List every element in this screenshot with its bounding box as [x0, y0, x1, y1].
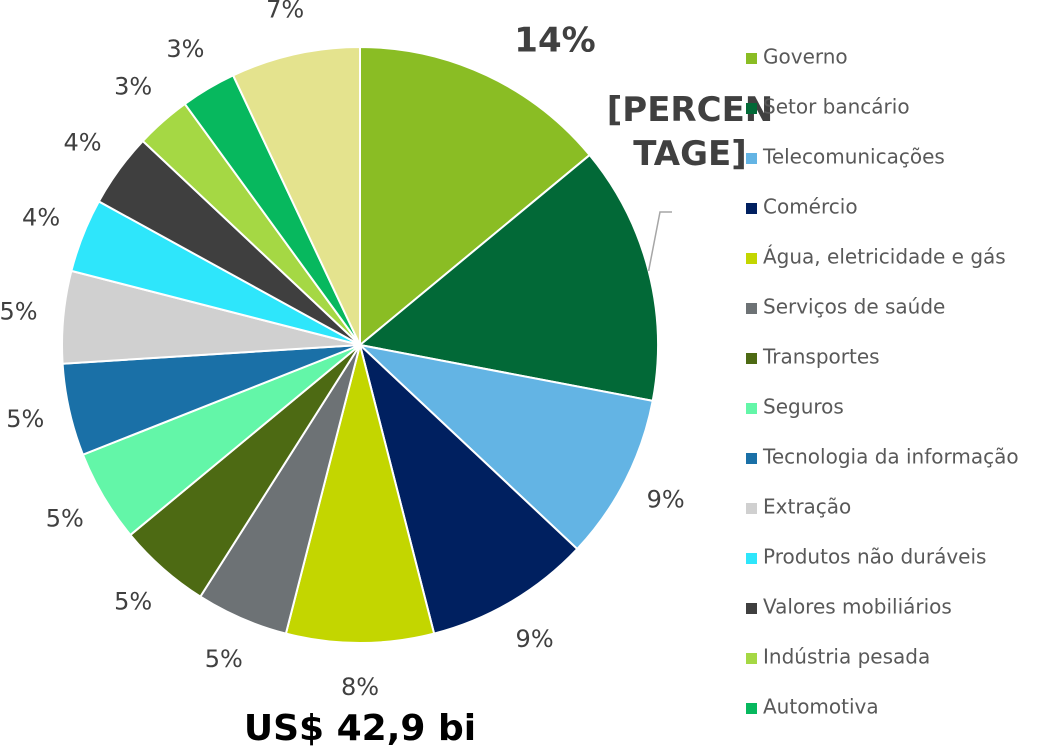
data-label: 5%	[46, 505, 84, 533]
legend-swatch	[746, 153, 757, 164]
legend-label: Comércio	[763, 195, 858, 219]
data-label: 9%	[647, 486, 685, 514]
legend-label: Seguros	[763, 395, 844, 419]
pie-slice	[356, 343, 654, 551]
pie-slice	[231, 45, 361, 346]
legend-label: Valores mobiliários	[763, 595, 952, 619]
legend-swatch	[746, 353, 757, 364]
legend-swatch	[746, 603, 757, 614]
data-label: 5%	[205, 645, 243, 673]
legend-label: Telecomunicações	[762, 145, 945, 169]
legend-label: Automotiva	[763, 695, 879, 719]
legend-label: Produtos não duráveis	[763, 545, 986, 569]
data-label: 3%	[114, 73, 152, 101]
data-label: 9%	[516, 625, 554, 653]
data-label: 8%	[341, 673, 379, 701]
legend-label: Governo	[763, 45, 848, 69]
data-label-box: [PERCENTAGE]	[606, 90, 774, 174]
data-label: 5%	[114, 587, 152, 615]
legend-swatch	[746, 253, 757, 264]
pie-slice	[358, 341, 579, 635]
chart-title: US$ 42,9 bi	[244, 708, 476, 749]
legend-swatch	[746, 703, 757, 714]
legend-swatch	[746, 403, 757, 414]
data-label: 5%	[0, 298, 38, 326]
legend-label: Extração	[763, 495, 851, 519]
legend-swatch	[746, 553, 757, 564]
leader-line	[647, 211, 672, 272]
data-label: 5%	[6, 405, 44, 433]
legend-label: Indústria pesada	[763, 645, 930, 669]
legend-label: Transportes	[762, 345, 880, 369]
legend-label: Serviços de saúde	[763, 295, 945, 319]
data-label: 14%	[514, 21, 595, 61]
legend-swatch	[746, 503, 757, 514]
legend-label: Setor bancário	[763, 95, 910, 119]
legend-swatch	[746, 653, 757, 664]
data-label: 3%	[166, 35, 204, 63]
legend-swatch	[746, 53, 757, 64]
pie-slice	[359, 45, 592, 348]
legend-swatch	[746, 203, 757, 214]
pie-slice	[284, 344, 436, 644]
legend-label: Tecnologia da informação	[762, 445, 1019, 469]
pie-slice	[357, 153, 659, 403]
legend-label: Água, eletricidade e gás	[763, 245, 1006, 269]
data-label: [PERCENTAGE]	[606, 90, 774, 174]
data-label: 4%	[22, 204, 60, 232]
data-label: 7%	[266, 0, 304, 23]
legend-swatch	[746, 453, 757, 464]
legend-swatch	[746, 103, 757, 114]
data-label: 4%	[63, 128, 101, 156]
legend-swatch	[746, 303, 757, 314]
